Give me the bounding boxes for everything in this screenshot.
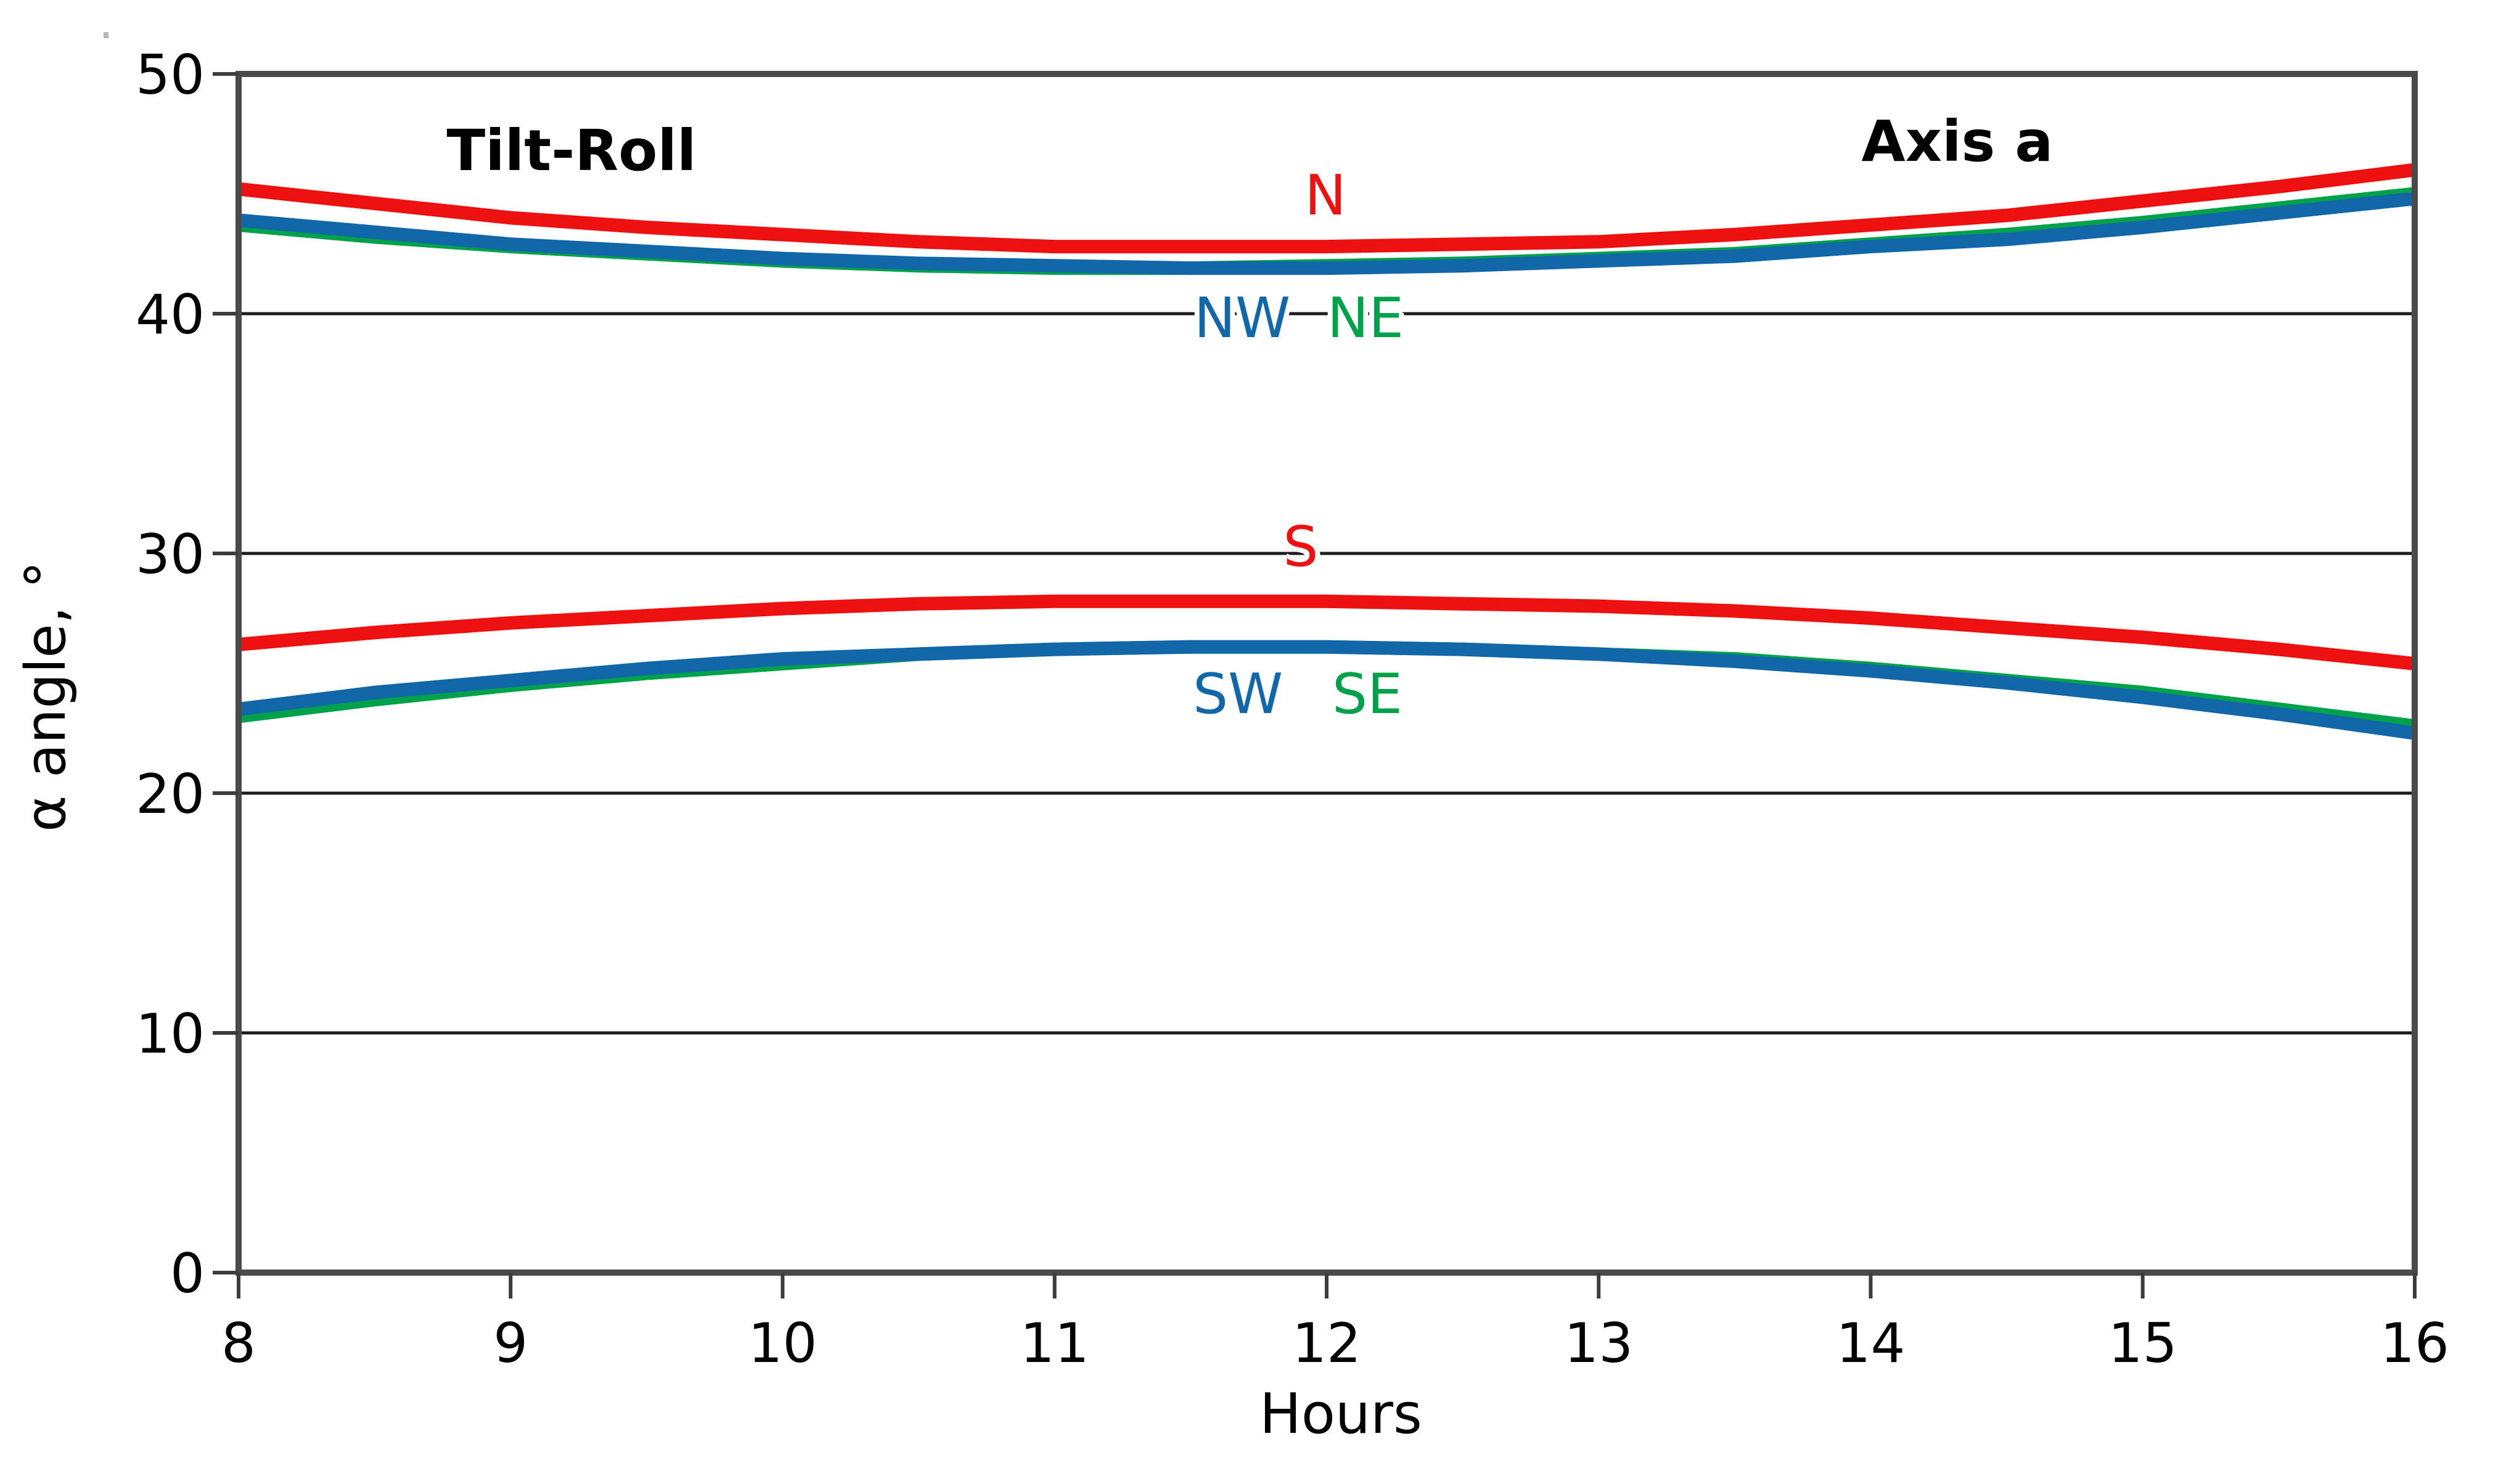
curve-label-sw: SW (1192, 662, 1283, 727)
image-speck-artifact (104, 32, 108, 38)
curve-label-n: N (1304, 163, 1346, 228)
curve-n (237, 163, 2416, 254)
x-tick-label-12: 12 (1292, 1311, 1361, 1375)
y-tick-label-30: 30 (136, 523, 205, 586)
curve-label-ne: NE (1327, 286, 1404, 351)
curve-s (238, 594, 2416, 671)
x-tick-label-15: 15 (2108, 1311, 2177, 1375)
x-tick-label-8: 8 (221, 1311, 256, 1375)
y-tick-label-20: 20 (136, 762, 205, 826)
plot-title-right: Axis a (1861, 108, 2053, 174)
x-tick-label-10: 10 (748, 1311, 817, 1375)
curve-label-s: S (1283, 515, 1319, 579)
x-tick-label-9: 9 (493, 1311, 528, 1375)
curve-nw (238, 192, 2416, 275)
y-tick-label-10: 10 (136, 1002, 205, 1066)
curve-sw (237, 640, 2416, 740)
x-axis-title: Hours (1259, 1382, 1422, 1446)
y-axis-title: α angle, ° (14, 561, 78, 832)
curve-label-se: SE (1332, 662, 1402, 727)
x-tick-label-14: 14 (1836, 1311, 1906, 1375)
y-tick-label-0: 0 (170, 1242, 205, 1305)
plot-title-left: Tilt-Roll (446, 118, 697, 184)
x-tick-label-16: 16 (2380, 1311, 2449, 1375)
y-tick-label-50: 50 (136, 43, 205, 107)
y-tick-label-40: 40 (136, 283, 205, 346)
x-tick-label-13: 13 (1564, 1311, 1633, 1375)
x-tick-label-11: 11 (1020, 1311, 1089, 1375)
curve-label-nw: NW (1193, 286, 1291, 351)
